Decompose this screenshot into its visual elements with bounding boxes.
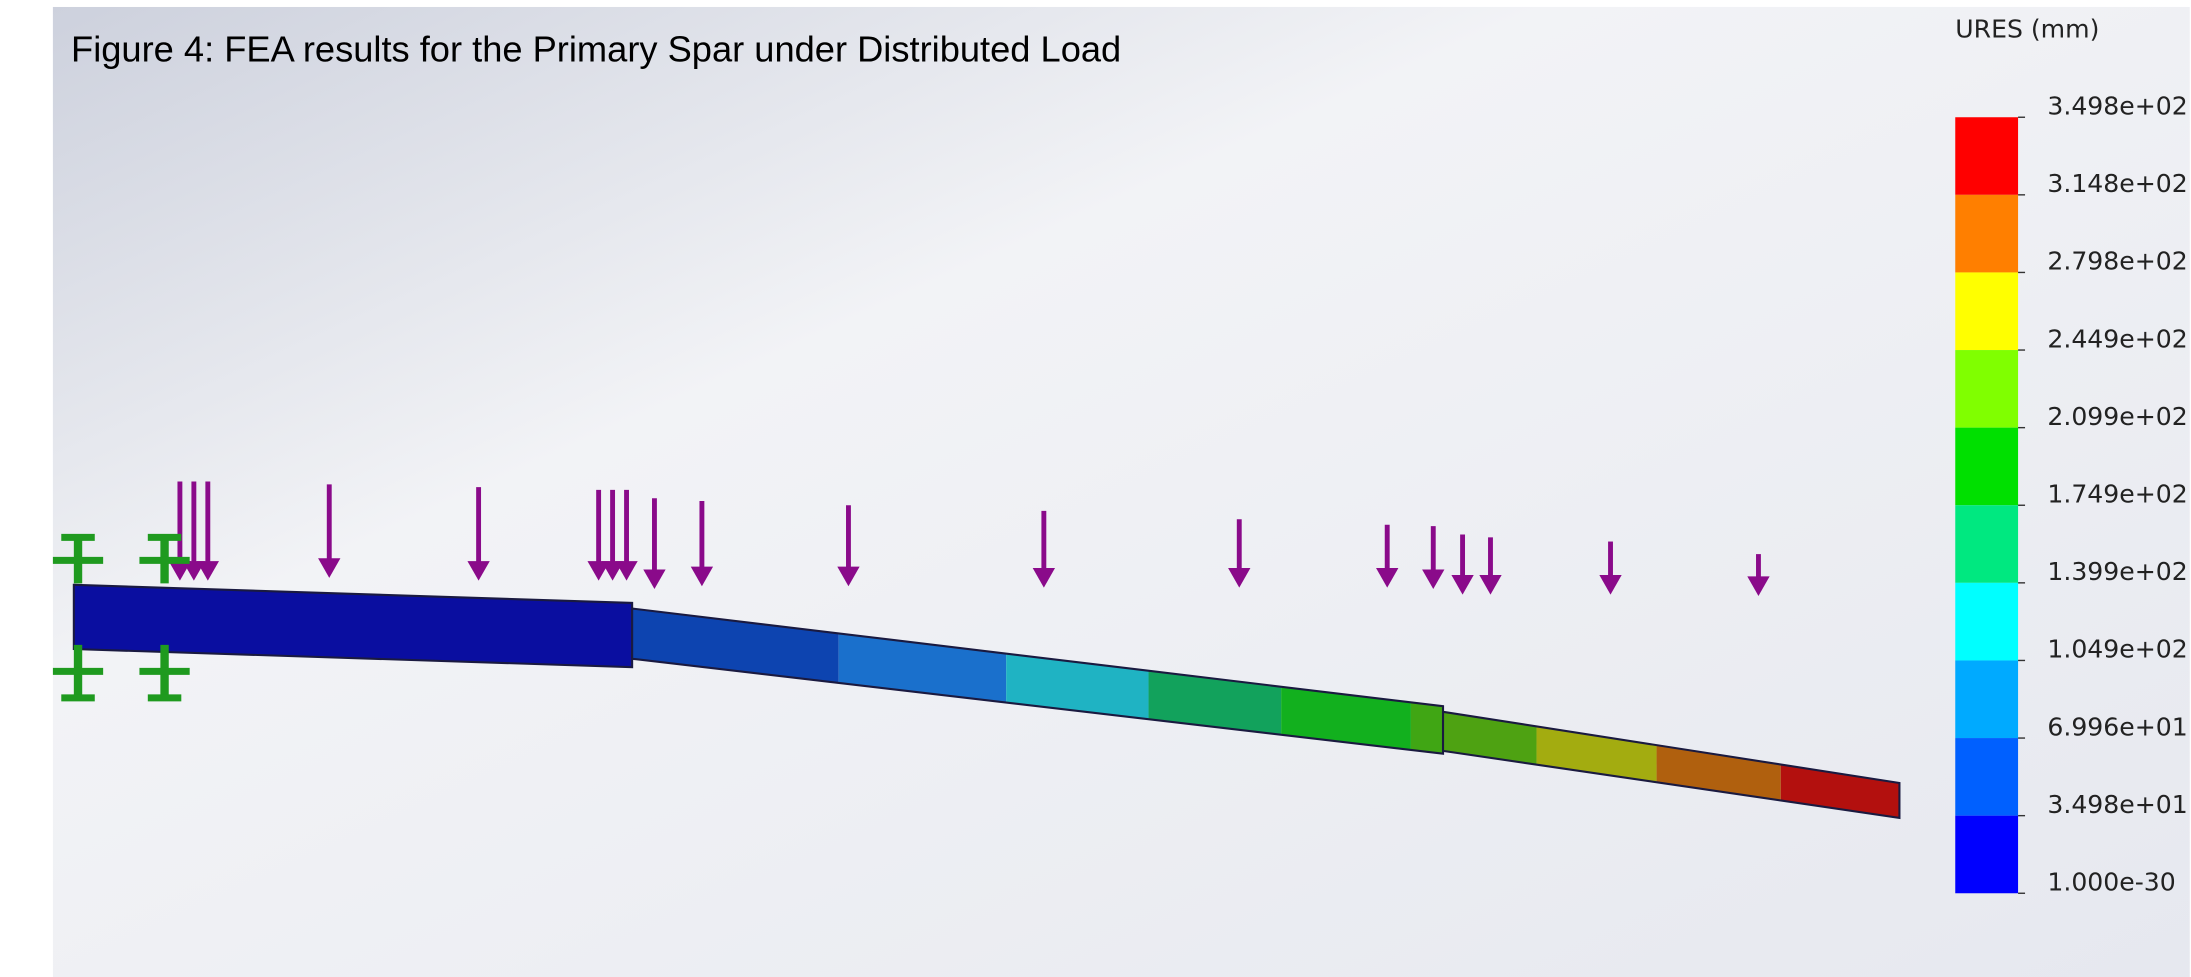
legend-label: 1.000e-30 — [2047, 867, 2175, 896]
legend-swatch — [1955, 117, 2018, 195]
legend-swatch — [1955, 583, 2018, 661]
viewport-background — [53, 7, 2190, 977]
legend-label: 2.099e+02 — [2047, 402, 2187, 431]
legend-swatch — [1955, 660, 2018, 738]
legend-swatch — [1955, 350, 2018, 428]
page: Figure 4: FEA results for the Primary Sp… — [0, 0, 2191, 977]
fea-view: Figure 4: FEA results for the Primary Sp… — [0, 0, 2191, 977]
legend-swatch — [1955, 738, 2018, 816]
legend-label: 3.498e+01 — [2047, 790, 2187, 819]
legend-label: 2.798e+02 — [2047, 247, 2187, 276]
legend-swatch — [1955, 816, 2018, 894]
legend-label: 1.049e+02 — [2047, 635, 2187, 664]
legend-label: 6.996e+01 — [2047, 712, 2187, 741]
legend-label: 1.399e+02 — [2047, 557, 2187, 586]
legend-label: 3.498e+02 — [2047, 91, 2187, 120]
legend-swatch — [1955, 505, 2018, 583]
legend-title: URES (mm) — [1955, 15, 2099, 44]
legend-swatch — [1955, 428, 2018, 506]
legend-label: 2.449e+02 — [2047, 324, 2187, 353]
legend-swatch — [1955, 272, 2018, 350]
legend-label: 3.148e+02 — [2047, 169, 2187, 198]
beam-band — [1411, 702, 1443, 753]
figure-title: Figure 4: FEA results for the Primary Sp… — [71, 28, 1121, 69]
legend-label: 1.749e+02 — [2047, 479, 2187, 508]
legend-swatch — [1955, 195, 2018, 273]
